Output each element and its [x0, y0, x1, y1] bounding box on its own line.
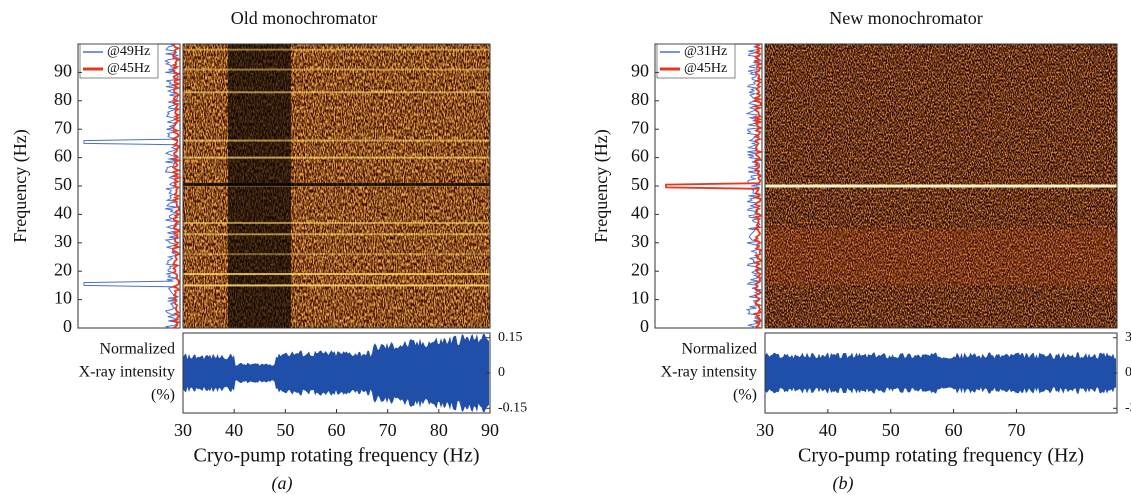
y-tick-label: 60	[54, 146, 72, 166]
legend-label: @45Hz	[684, 61, 727, 76]
profile-frame	[654, 43, 763, 329]
profile-line	[170, 43, 183, 329]
x-tick-label: 80	[430, 420, 448, 440]
harmonic	[183, 48, 490, 51]
x-tick-label: 70	[379, 420, 397, 440]
y2-axis-label: Normalized	[681, 341, 757, 358]
y-axis-label: Frequency (Hz)	[10, 129, 31, 242]
y-tick-label: 30	[631, 231, 649, 251]
harmonic	[183, 91, 490, 94]
harmonic	[183, 156, 490, 159]
y2-axis-label: X-ray intensity	[79, 364, 175, 381]
legend-box	[656, 43, 736, 79]
legend-label: @49Hz	[107, 44, 150, 59]
y2-tick-label: 0.15	[498, 330, 523, 345]
waveform	[765, 352, 1116, 394]
x-tick-label: 40	[819, 420, 837, 440]
harmonic	[183, 139, 490, 142]
y2-axis-label: (%)	[733, 387, 757, 404]
x-tick-label: 30	[174, 420, 192, 440]
caption: (b)	[833, 473, 854, 494]
harmonic	[183, 68, 490, 71]
x-tick-label: 60	[945, 420, 963, 440]
harmonic	[183, 253, 490, 256]
profile-line	[83, 43, 180, 329]
y-tick-label: 90	[631, 61, 649, 81]
waveform	[183, 334, 489, 412]
y2-tick-label: -0.15	[498, 401, 527, 416]
harmonic	[183, 284, 490, 287]
y2-axis-label: (%)	[151, 387, 175, 404]
x-tick-label: 40	[225, 420, 243, 440]
y-tick-label: 20	[631, 259, 649, 279]
y-tick-label: 80	[54, 89, 72, 109]
x-tick-label: 70	[1007, 420, 1025, 440]
x-tick-label: 50	[882, 420, 900, 440]
y2-axis-label: Normalized	[99, 341, 175, 358]
harmonic	[765, 184, 1117, 188]
profile-line	[665, 43, 764, 329]
y-tick-label: 40	[631, 203, 649, 223]
y-tick-label: 90	[54, 61, 72, 81]
harmonic	[183, 221, 490, 224]
chart-title: Old monochromator	[231, 8, 377, 28]
y2-axis-label: X-ray intensity	[661, 364, 757, 381]
y-tick-label: 20	[54, 259, 72, 279]
y-tick-label: 50	[54, 174, 72, 194]
y2-tick-label: -3	[1125, 401, 1131, 416]
x-tick-label: 60	[328, 420, 346, 440]
x-tick-label: 30	[756, 420, 774, 440]
y-tick-label: 0	[640, 316, 649, 336]
x-axis-label: Cryo-pump rotating frequency (Hz)	[193, 445, 479, 467]
y2-tick-label: 3	[1125, 330, 1131, 345]
caption: (a)	[272, 473, 293, 494]
harmonic	[183, 233, 490, 236]
spectrogram-frame	[764, 43, 1118, 329]
y-tick-label: 80	[631, 89, 649, 109]
legend-box	[79, 43, 159, 79]
y2-tick-label: 0	[1125, 365, 1131, 380]
x-tick-label: 50	[276, 420, 294, 440]
legend-label: @31Hz	[684, 44, 727, 59]
spectrogram-frame	[182, 43, 491, 329]
y-tick-label: 30	[54, 231, 72, 251]
x-tick-label: 90	[481, 420, 499, 440]
chart-title: New monochromator	[829, 8, 982, 28]
y-tick-label: 0	[63, 316, 72, 336]
profile-line	[745, 43, 763, 329]
y-tick-label: 10	[631, 288, 649, 308]
y2-tick-label: 0	[498, 365, 505, 380]
band	[765, 228, 1117, 286]
y-tick-label: 40	[54, 203, 72, 223]
y-tick-label: 50	[631, 174, 649, 194]
harmonic	[183, 273, 490, 276]
notch	[183, 183, 490, 187]
y-tick-label: 70	[54, 117, 72, 137]
y-tick-label: 70	[631, 117, 649, 137]
y-tick-label: 60	[631, 146, 649, 166]
x-axis-label: Cryo-pump rotating frequency (Hz)	[798, 445, 1084, 467]
y-tick-label: 10	[54, 288, 72, 308]
legend-label: @45Hz	[107, 61, 150, 76]
y-axis-label: Frequency (Hz)	[591, 129, 612, 242]
